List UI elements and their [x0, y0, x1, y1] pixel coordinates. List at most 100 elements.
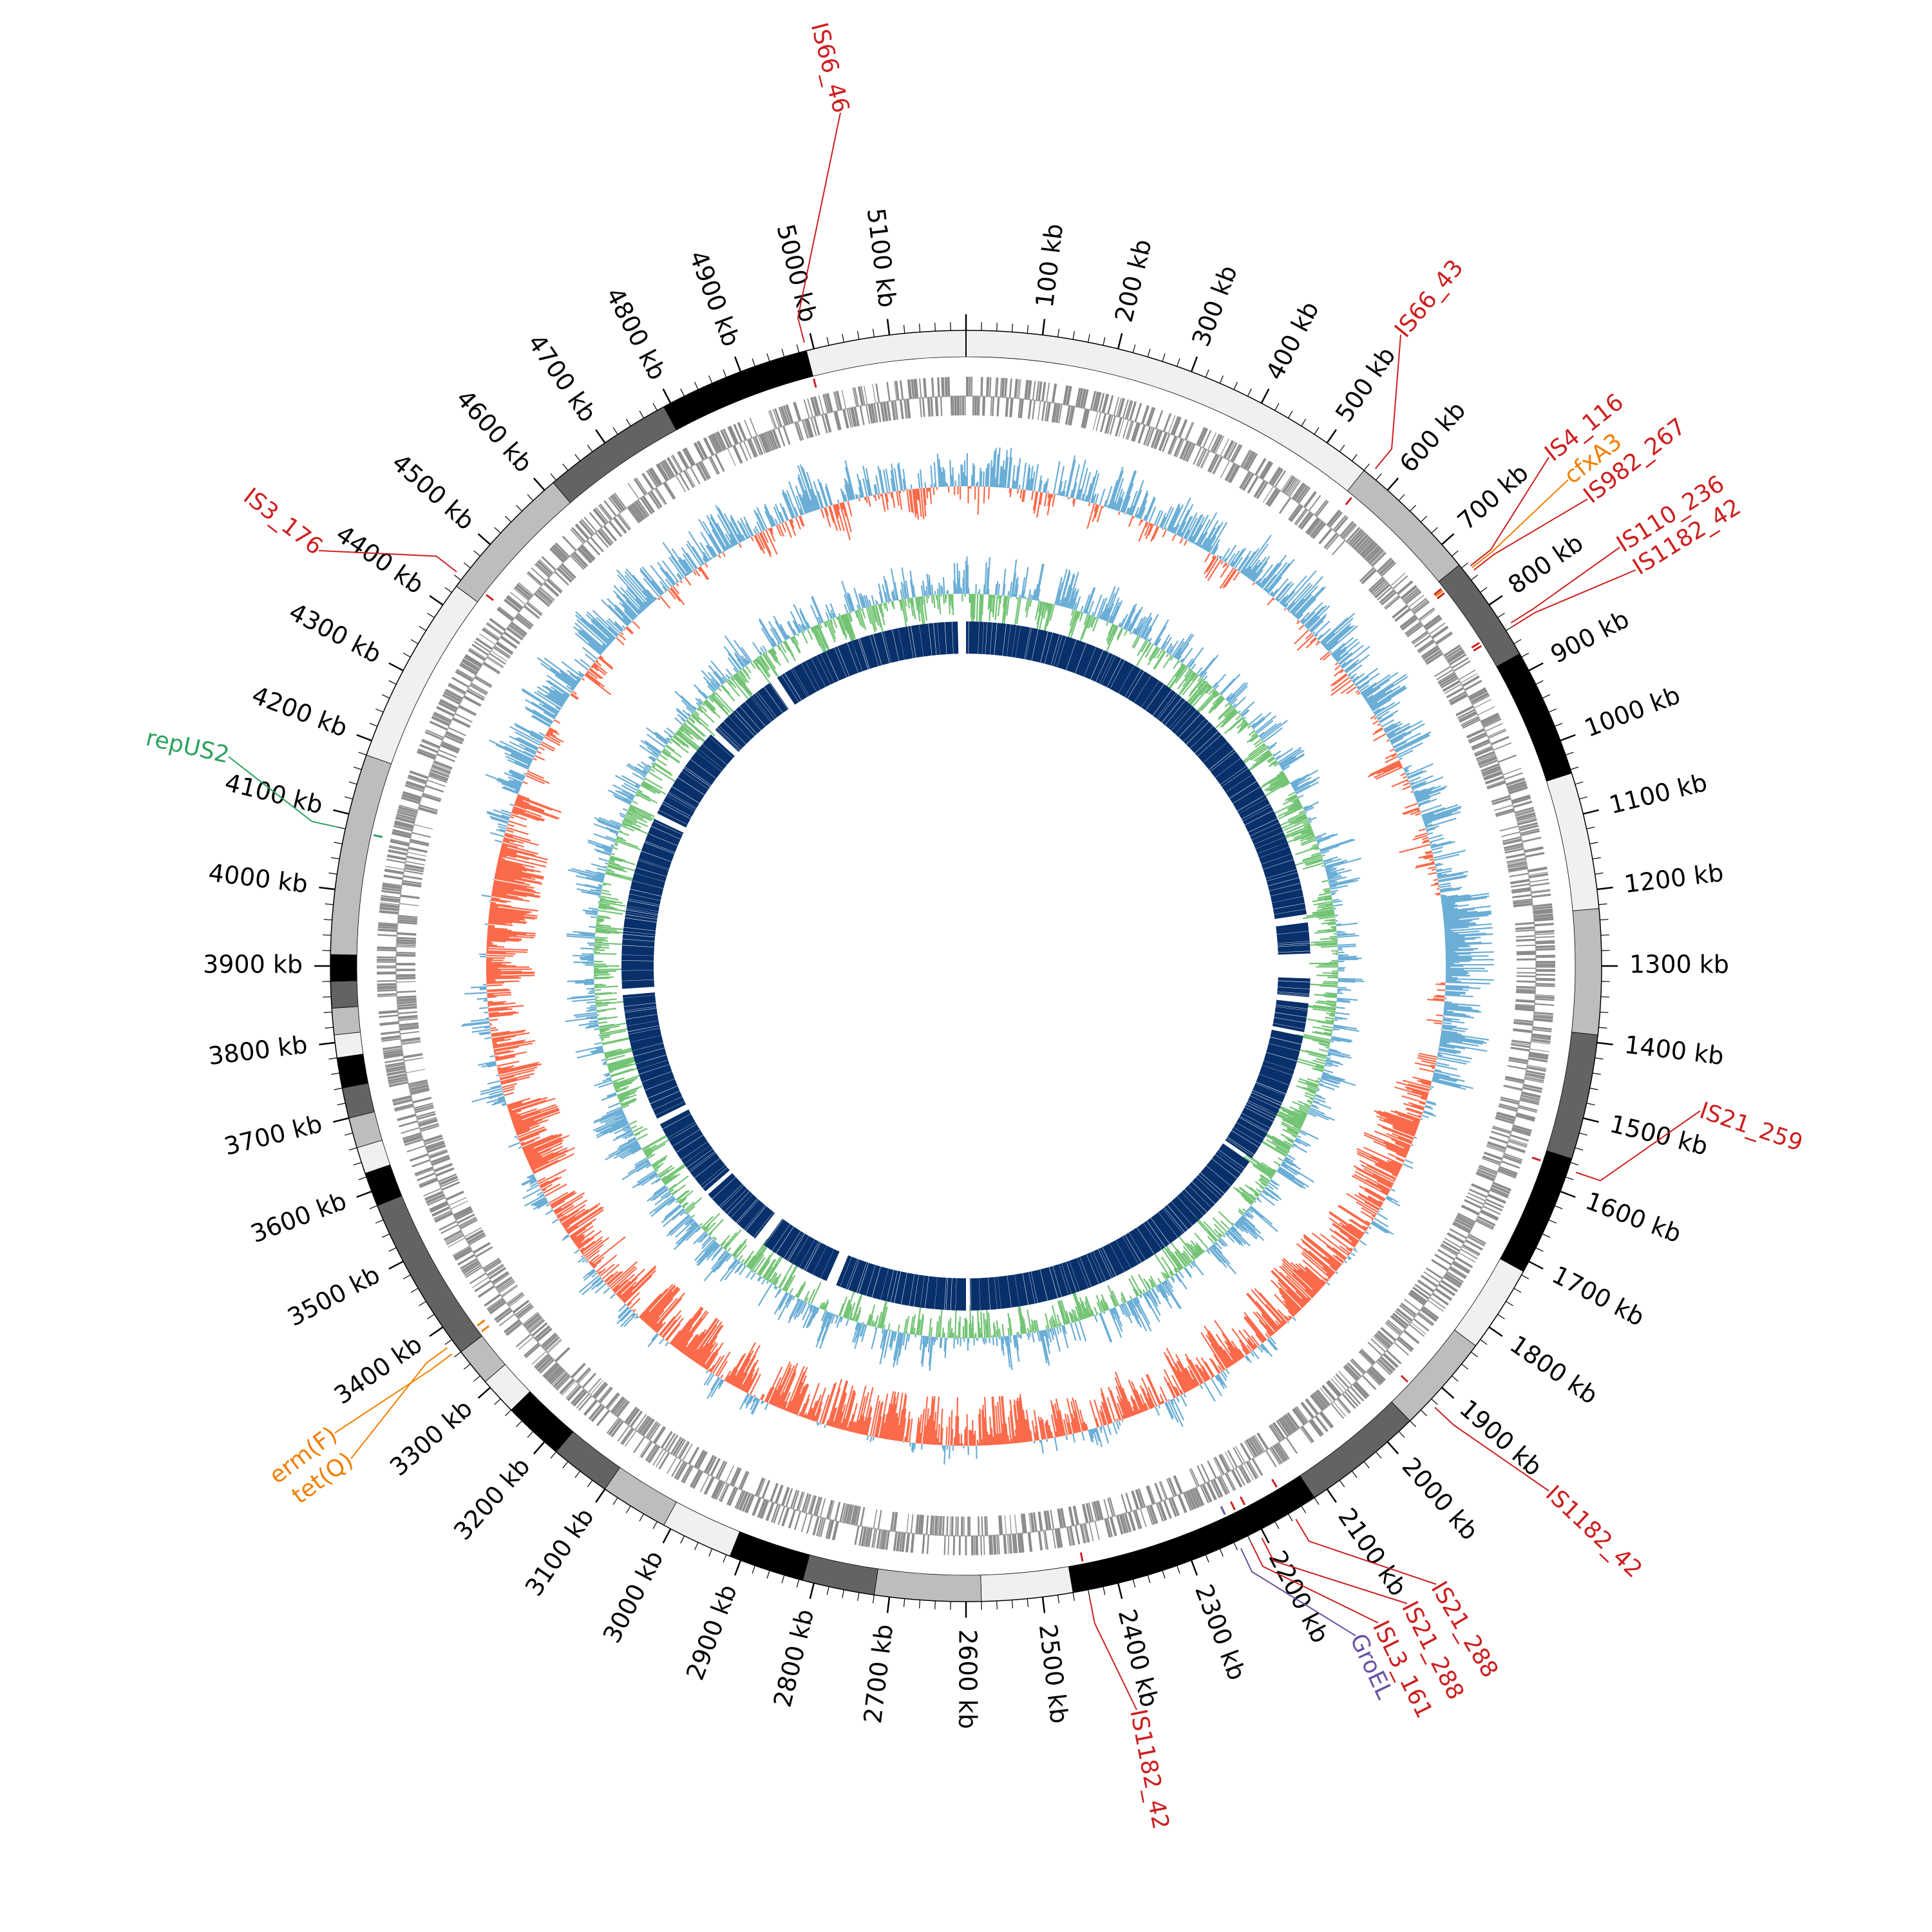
gc-skew-positive — [461, 447, 1494, 1465]
contig-segment — [1546, 773, 1600, 911]
minor-tick — [527, 494, 534, 501]
annotation-marker — [1079, 1552, 1084, 1562]
annotation-marker — [1345, 497, 1352, 506]
minor-tick — [1592, 857, 1601, 860]
minor-tick — [1274, 1521, 1280, 1530]
tick-label: 2500 kb — [1034, 1623, 1074, 1725]
annotation-label: IS1182_42 — [1124, 1707, 1174, 1832]
minor-tick — [1376, 473, 1382, 481]
minor-tick — [527, 1431, 534, 1438]
minor-tick — [328, 872, 337, 875]
minor-tick — [1600, 996, 1609, 998]
minor-tick — [1480, 587, 1488, 593]
minor-tick — [766, 353, 770, 362]
minor-tick — [680, 1535, 685, 1544]
annotation-marker — [1434, 588, 1442, 596]
major-tick — [734, 1560, 742, 1576]
tick-label: 4500 kb — [386, 448, 480, 536]
contig-segment — [331, 1006, 361, 1036]
minor-tick — [694, 381, 699, 390]
tick-label: 3600 kb — [247, 1186, 350, 1248]
minor-tick — [410, 639, 419, 645]
annotation-leader — [334, 1353, 453, 1434]
major-tick — [886, 1596, 891, 1613]
minor-tick — [752, 1565, 755, 1574]
tick-label: 1900 kb — [1454, 1394, 1548, 1482]
major-tick — [1260, 1528, 1270, 1544]
minor-tick — [1461, 562, 1469, 569]
minor-tick — [1057, 328, 1060, 337]
contig-segment — [1347, 469, 1460, 582]
minor-tick — [454, 1351, 462, 1358]
annotation-marker — [1229, 1501, 1236, 1511]
minor-tick — [996, 1600, 998, 1609]
minor-tick — [516, 1420, 522, 1428]
minor-tick — [1205, 1554, 1209, 1563]
minor-tick — [381, 1233, 390, 1238]
minor-tick — [1147, 1575, 1151, 1584]
minor-tick — [872, 328, 875, 337]
minor-tick — [348, 1147, 357, 1151]
minor-tick — [781, 348, 785, 357]
minor-tick — [1535, 680, 1544, 685]
minor-tick — [1513, 1287, 1522, 1293]
annotation-leader — [318, 550, 457, 573]
blast-hit-ring — [621, 621, 1311, 1311]
annotation-label: IS1182_42 — [1540, 1481, 1647, 1583]
tick-label: 4200 kb — [248, 681, 351, 743]
minor-tick — [652, 402, 658, 411]
minor-tick — [1205, 369, 1209, 378]
contig-ring — [330, 330, 1602, 1602]
tick-label: 3400 kb — [329, 1330, 427, 1410]
contig-segment — [1454, 1258, 1524, 1347]
contig-segment — [729, 1531, 810, 1581]
minor-tick — [1579, 796, 1588, 800]
minor-tick — [344, 796, 353, 800]
contig-segment — [1546, 1032, 1598, 1159]
annotation-leader — [1510, 547, 1620, 624]
tick-label: 2800 kb — [768, 1606, 820, 1710]
major-tick — [333, 809, 349, 815]
major-tick — [429, 595, 444, 606]
major-tick — [1117, 333, 1123, 349]
minor-tick — [369, 1205, 378, 1209]
tick-label: 3700 kb — [222, 1110, 325, 1161]
minor-tick — [419, 625, 426, 631]
tick-label: 4000 kb — [207, 858, 309, 898]
major-tick — [1583, 809, 1599, 815]
contig-segment — [1496, 653, 1573, 782]
minor-tick — [1219, 1548, 1224, 1557]
contig-segment — [663, 1501, 741, 1557]
minor-tick — [1420, 1410, 1428, 1416]
annotation-marker — [477, 1319, 486, 1327]
minor-tick — [1431, 1398, 1438, 1405]
minor-tick — [857, 331, 860, 340]
minor-tick — [1497, 612, 1505, 618]
minor-tick — [796, 1579, 800, 1588]
minor-tick — [402, 1274, 411, 1280]
major-tick — [356, 734, 372, 742]
gc-content-track — [565, 556, 1365, 1371]
minor-tick — [1147, 348, 1151, 357]
minor-tick — [550, 1451, 556, 1459]
major-tick — [662, 388, 672, 404]
major-tick — [533, 477, 545, 491]
annotation-leader — [1472, 479, 1569, 569]
minor-tick — [1072, 331, 1075, 340]
minor-tick — [1548, 1219, 1557, 1224]
minor-tick — [427, 1314, 435, 1320]
minor-tick — [587, 1480, 593, 1488]
tick-label: 3500 kb — [283, 1260, 384, 1332]
minor-tick — [348, 781, 357, 785]
minor-tick — [1132, 1579, 1136, 1588]
tick-label: 1400 kb — [1623, 1030, 1725, 1070]
minor-tick — [323, 934, 332, 936]
minor-tick — [1535, 1247, 1544, 1252]
tick-label: 800 kb — [1503, 528, 1589, 599]
tick-label: 4400 kb — [331, 520, 429, 600]
annotation-label: IS66_46 — [806, 20, 855, 116]
major-tick — [477, 533, 491, 545]
minor-tick — [1247, 388, 1252, 397]
minor-tick — [1247, 1535, 1252, 1544]
tick-label: 2700 kb — [858, 1623, 898, 1725]
